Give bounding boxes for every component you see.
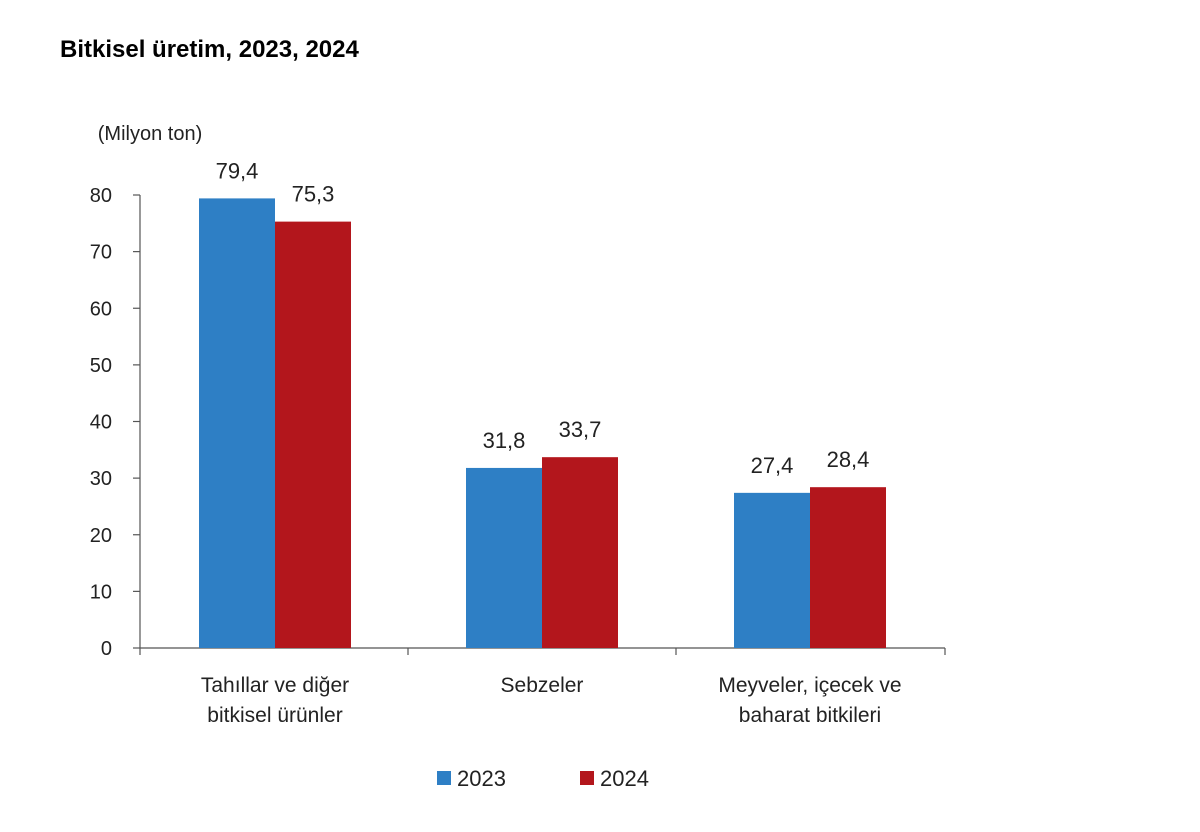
bar-2024-1 bbox=[542, 457, 618, 648]
category-label: Meyveler, içecek ve bbox=[718, 674, 901, 697]
legend-label-2024: 2024 bbox=[600, 766, 649, 791]
data-label: 79,4 bbox=[216, 158, 259, 183]
y-tick-label: 60 bbox=[90, 298, 112, 320]
unit-label: (Milyon ton) bbox=[98, 123, 202, 145]
y-tick-label: 20 bbox=[90, 525, 112, 547]
data-label: 31,8 bbox=[483, 428, 526, 453]
legend-swatch-2024 bbox=[580, 771, 594, 785]
bar-2023-1 bbox=[466, 467, 542, 648]
y-tick-label: 30 bbox=[90, 468, 112, 490]
y-tick-label: 0 bbox=[101, 638, 112, 660]
y-tick-label: 10 bbox=[90, 581, 112, 603]
bar-2024-0 bbox=[275, 221, 351, 648]
bar-2023-2 bbox=[734, 492, 810, 648]
legend-swatch-2023 bbox=[437, 771, 451, 785]
y-tick-label: 70 bbox=[90, 242, 112, 264]
bar-2024-2 bbox=[810, 487, 886, 648]
y-tick-label: 50 bbox=[90, 355, 112, 377]
bar-2023-0 bbox=[199, 198, 275, 648]
data-label: 75,3 bbox=[292, 182, 335, 207]
category-label: Sebzeler bbox=[501, 674, 584, 697]
chart-title: Bitkisel üretim, 2023, 2024 bbox=[60, 36, 359, 63]
legend-label-2023: 2023 bbox=[457, 766, 506, 791]
data-label: 33,7 bbox=[559, 417, 602, 442]
category-label: baharat bitkileri bbox=[739, 704, 881, 727]
data-label: 28,4 bbox=[827, 447, 870, 472]
y-tick-label: 40 bbox=[90, 412, 112, 434]
category-label: Tahıllar ve diğer bbox=[201, 674, 349, 697]
category-label: bitkisel ürünler bbox=[207, 704, 342, 727]
y-tick-label: 80 bbox=[90, 185, 112, 207]
data-label: 27,4 bbox=[751, 453, 794, 478]
